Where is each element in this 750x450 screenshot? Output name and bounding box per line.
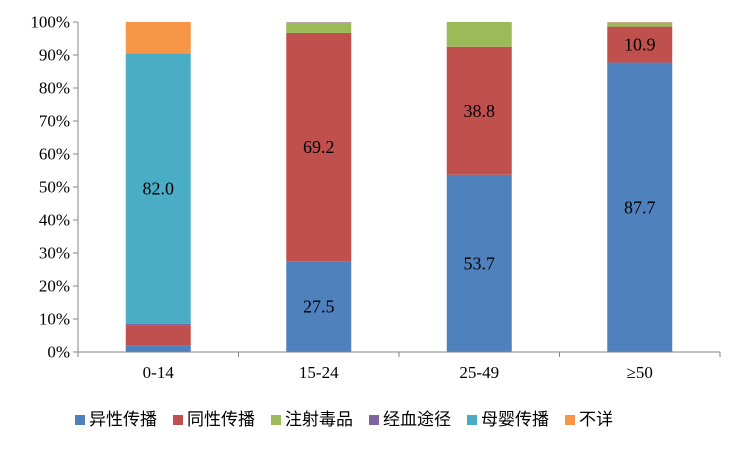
bar-segment xyxy=(607,62,673,353)
legend-item: 经血途径 xyxy=(368,410,451,430)
legend-label: 同性传播 xyxy=(187,410,255,430)
legend-label: 母婴传播 xyxy=(481,410,549,430)
bar-segment xyxy=(607,22,673,27)
y-tick-label: 30% xyxy=(39,244,70,263)
legend-swatch xyxy=(368,415,379,425)
bar-segment xyxy=(286,22,352,33)
legend-item: 注射毒品 xyxy=(270,410,353,430)
legend-swatch xyxy=(466,415,477,425)
data-labels-layer: 82.0 27.5 69.2 53.7 38.8 87.7 10.9 xyxy=(143,35,656,317)
data-label: 82.0 xyxy=(143,179,175,199)
legend-item: 不详 xyxy=(564,410,613,430)
y-tick-label: 60% xyxy=(39,145,70,164)
bar-segment xyxy=(446,22,512,47)
bar-segment xyxy=(125,345,191,352)
legend: 异性传播 同性传播 注射毒品 经血途径 母婴传播 不详 xyxy=(75,410,613,430)
legend-label: 异性传播 xyxy=(89,410,157,430)
y-tick-label: 100% xyxy=(30,13,70,32)
bar-segment xyxy=(125,325,191,346)
legend-item: 母婴传播 xyxy=(466,410,549,430)
y-tick-label: 90% xyxy=(39,46,70,65)
x-tick-label: 25-49 xyxy=(459,363,499,382)
data-label: 38.8 xyxy=(464,101,496,121)
x-tick-label: 0-14 xyxy=(143,363,175,382)
data-label: 69.2 xyxy=(303,137,335,157)
legend-label: 不详 xyxy=(579,410,613,430)
legend-label: 注射毒品 xyxy=(285,410,353,430)
legend-swatch xyxy=(75,415,85,425)
y-tick-label: 40% xyxy=(39,211,70,230)
bar-segment xyxy=(446,46,512,175)
data-label: 10.9 xyxy=(624,35,656,55)
legend-label: 经血途径 xyxy=(383,410,451,430)
bar-segment xyxy=(125,53,191,324)
legend-item: 异性传播 xyxy=(75,410,157,430)
y-tick-label: 10% xyxy=(39,310,70,329)
bar-segment xyxy=(125,22,191,54)
legend-swatch xyxy=(564,415,575,425)
bar-segment xyxy=(607,26,673,63)
data-label: 53.7 xyxy=(464,253,496,273)
y-tick-label: 20% xyxy=(39,277,70,296)
bar-segment xyxy=(286,32,352,262)
y-tick-label: 50% xyxy=(39,178,70,197)
data-label: 27.5 xyxy=(303,297,335,317)
legend-swatch xyxy=(270,415,281,425)
bar-segment xyxy=(286,261,352,352)
bar-segment xyxy=(125,323,191,326)
bar-segment xyxy=(446,174,512,352)
axes-layer: 0% 10% 20% 30% 40% 50% 60% 70% 80% 90% 100% 0-14 15-… xyxy=(30,13,721,382)
legend-item: 同性传播 xyxy=(172,410,255,430)
bars-layer xyxy=(125,22,673,353)
x-tick-label: ≥50 xyxy=(627,363,653,382)
y-tick-label: 70% xyxy=(39,112,70,131)
y-tick-label: 0% xyxy=(47,343,70,362)
legend-swatch xyxy=(172,415,183,425)
y-tick-label: 80% xyxy=(39,79,70,98)
x-tick-label: 15-24 xyxy=(299,363,339,382)
data-label: 87.7 xyxy=(624,197,656,217)
